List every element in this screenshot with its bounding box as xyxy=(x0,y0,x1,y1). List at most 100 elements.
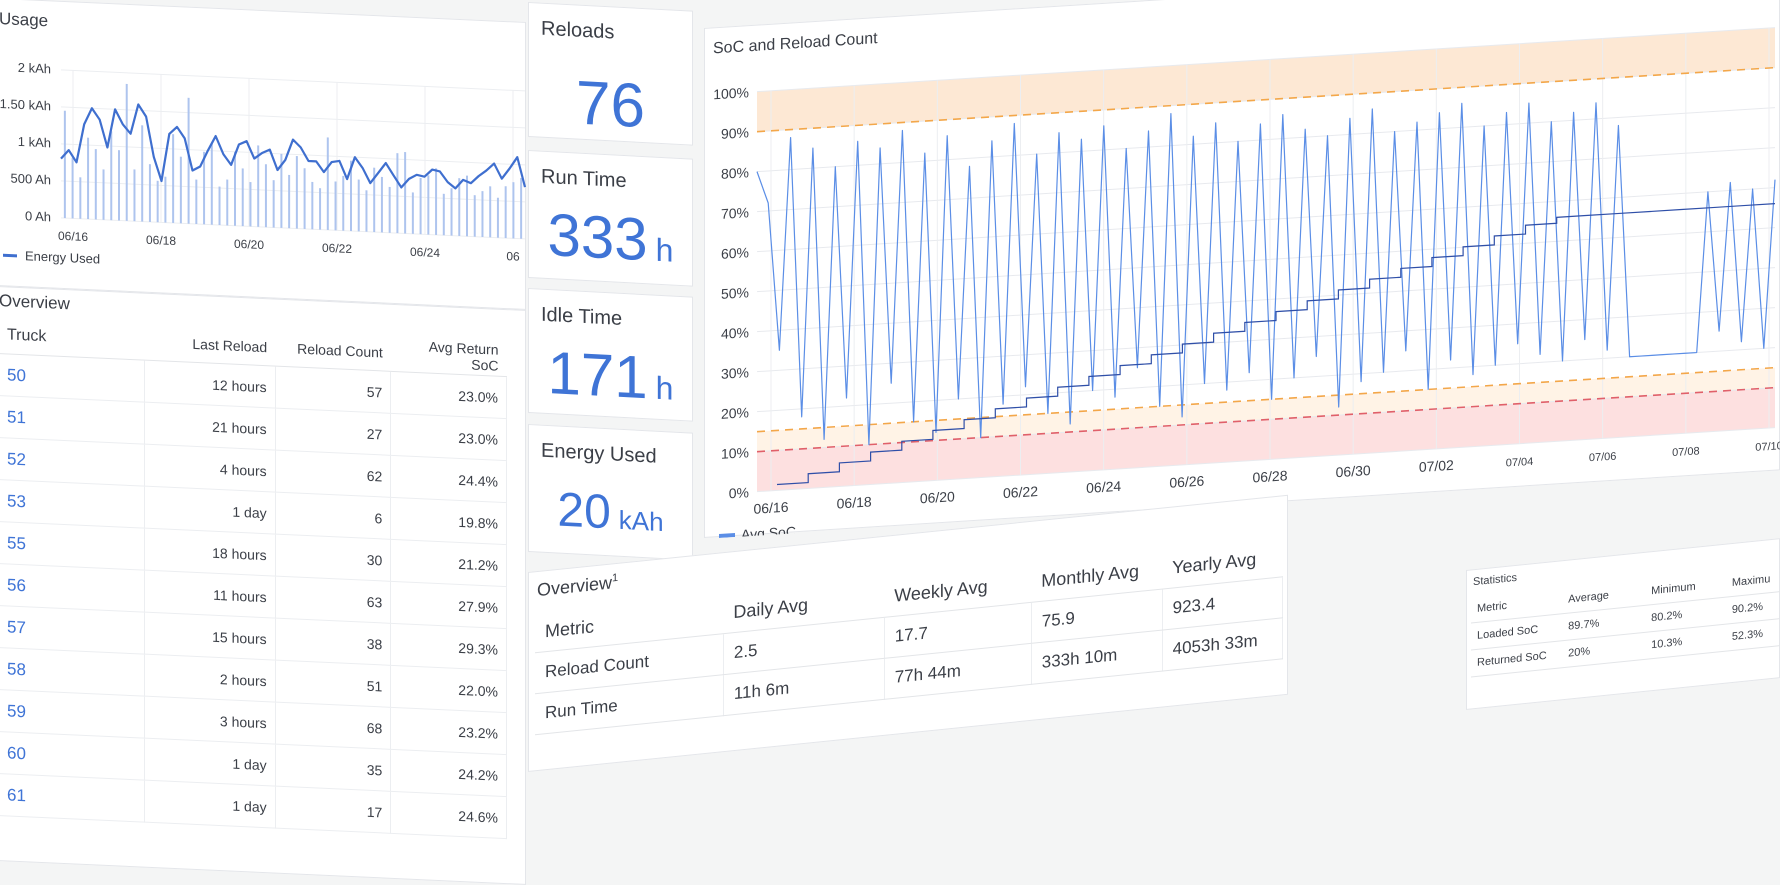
stat-maximum: 52.3% xyxy=(1725,617,1780,652)
truck-table: Truck Last Reload Reload Count Avg Retur… xyxy=(0,317,507,839)
usage-y-tick: 1.50 kAh xyxy=(0,96,51,113)
soc-y-tick: 30% xyxy=(721,364,749,382)
metrics-table: Metric Daily Avg Weekly Avg Monthly Avg … xyxy=(535,536,1283,735)
stat-energy-used-title: Energy Used xyxy=(541,439,657,468)
usage-gridline xyxy=(61,143,525,166)
stat-run-time-unit: h xyxy=(655,231,674,269)
soc-y-tick: 80% xyxy=(721,164,749,182)
truck-link[interactable]: 53 xyxy=(0,479,145,529)
soc-gridline xyxy=(757,347,1775,413)
reload-count-cell: 57 xyxy=(275,366,391,414)
usage-legend[interactable]: Energy Used xyxy=(25,248,100,266)
metrics-footnote: 1 xyxy=(612,571,619,585)
usage-panel: Usage 2 kAh 1.50 kAh 1 kAh 500 Ah 0 Ah 06/16 0… xyxy=(0,0,527,310)
soc-x-tick: 06/24 xyxy=(1086,478,1121,496)
last-reload-cell: 18 hours xyxy=(144,528,276,577)
soc-y-tick: 10% xyxy=(721,444,749,462)
usage-chart: 2 kAh 1.50 kAh 1 kAh 500 Ah 0 Ah 06/16 06/18 06… xyxy=(0,60,527,267)
soc-warn-band xyxy=(757,367,1775,452)
soc-x-tick: 07/08 xyxy=(1672,445,1700,459)
avg-return-soc-cell: 24.6% xyxy=(390,791,507,839)
truck-link[interactable]: 61 xyxy=(0,773,145,823)
truck-link[interactable]: 51 xyxy=(0,395,145,445)
soc-y-tick: 20% xyxy=(721,404,749,422)
col-last-reload[interactable]: Last Reload xyxy=(144,323,276,367)
statistics-title: Statistics xyxy=(1473,571,1518,589)
avg-return-soc-cell: 23.2% xyxy=(390,707,507,755)
soc-y-tick: 50% xyxy=(721,284,749,302)
avg-return-soc-cell: 21.2% xyxy=(390,539,507,587)
soc-x-tick: 06/26 xyxy=(1169,473,1204,491)
avg-return-soc-cell: 23.0% xyxy=(390,413,507,461)
truck-link[interactable]: 50 xyxy=(0,353,145,403)
last-reload-cell: 1 day xyxy=(144,738,276,787)
usage-line xyxy=(60,103,527,190)
stat-idle-time: Idle Time 171 h xyxy=(528,288,693,422)
soc-y-tick: 0% xyxy=(729,484,749,501)
avg-return-soc-cell: 24.2% xyxy=(390,749,507,797)
stat-reloads-title: Reloads xyxy=(541,17,615,44)
soc-y-tick: 40% xyxy=(721,324,749,342)
reload-count-cell: 17 xyxy=(275,786,391,834)
reload-count-cell: 30 xyxy=(275,534,391,582)
soc-lower-band xyxy=(757,387,1775,492)
soc-x-tick: 07/06 xyxy=(1589,451,1617,465)
avg-return-soc-cell: 24.4% xyxy=(390,455,507,503)
stat-idle-time-unit: h xyxy=(655,369,674,407)
soc-gridline xyxy=(757,187,1775,253)
truck-link[interactable]: 60 xyxy=(0,731,145,781)
soc-legend[interactable]: Avg SoC xyxy=(741,523,796,539)
soc-gridline xyxy=(757,27,1775,93)
usage-x-tick: 06/18 xyxy=(146,233,176,248)
last-reload-cell: 11 hours xyxy=(144,570,276,619)
soc-chart: 100% 90% 80% 70% 60% 50% 40% 30% 20% 10% 0%06/16 06… xyxy=(713,27,1780,539)
truck-link[interactable]: 58 xyxy=(0,647,145,697)
soc-upper-band xyxy=(757,27,1775,132)
avg-return-soc-cell: 27.9% xyxy=(390,581,507,629)
stat-idle-time-value: 171 h xyxy=(529,337,692,415)
reload-count-cell: 63 xyxy=(275,576,391,624)
usage-x-tick: 06 xyxy=(506,249,520,264)
reload-count-cell: 38 xyxy=(275,618,391,666)
soc-threshold-critical xyxy=(757,386,1775,453)
soc-gridline xyxy=(757,107,1775,173)
reload-count-line xyxy=(777,203,1775,486)
usage-gridline xyxy=(61,217,525,240)
last-reload-cell: 4 hours xyxy=(144,444,276,493)
last-reload-cell: 1 day xyxy=(144,486,276,535)
usage-gridline xyxy=(61,69,525,92)
soc-y-tick: 100% xyxy=(713,84,749,102)
truck-link[interactable]: 56 xyxy=(0,563,145,613)
stat-run-time: Run Time 333 h xyxy=(528,150,693,287)
soc-y-tick: 60% xyxy=(721,244,749,262)
soc-x-tick: 06/30 xyxy=(1336,462,1371,480)
col-reload-count[interactable]: Reload Count xyxy=(275,329,391,372)
truck-link[interactable]: 52 xyxy=(0,437,145,487)
truck-link[interactable]: 59 xyxy=(0,689,145,739)
avg-return-soc-cell: 29.3% xyxy=(390,623,507,671)
stat-run-time-value: 333 h xyxy=(529,199,692,277)
usage-x-tick: 06/16 xyxy=(58,229,88,244)
truck-link[interactable]: 55 xyxy=(0,521,145,571)
soc-x-tick: 07/02 xyxy=(1419,457,1454,475)
usage-x-tick: 06/22 xyxy=(322,241,352,256)
soc-y-tick: 70% xyxy=(721,204,749,222)
usage-y-tick: 2 kAh xyxy=(18,60,51,77)
stat-run-time-number: 333 xyxy=(547,201,648,274)
col-avg-return-soc[interactable]: Avg Return SoC xyxy=(390,334,507,377)
stat-energy-used-number: 20 xyxy=(557,483,611,540)
stat-reloads-number: 76 xyxy=(576,68,645,142)
stat-energy-used-value: 20 kAh xyxy=(529,481,692,545)
truck-overview-panel: Overview Truck Last Reload Reload Count … xyxy=(0,286,526,885)
statistics-panel: Statistics Metric Average Minimum Maximu… xyxy=(1466,538,1780,710)
soc-gridline xyxy=(757,427,1775,493)
soc-x-tick: 06/22 xyxy=(1003,483,1038,501)
last-reload-cell: 12 hours xyxy=(144,360,276,409)
stat-idle-time-number: 171 xyxy=(547,339,648,412)
stat-idle-time-title: Idle Time xyxy=(541,303,623,330)
reload-count-cell: 35 xyxy=(275,744,391,792)
usage-y-tick: 0 Ah xyxy=(25,208,51,224)
usage-y-tick: 1 kAh xyxy=(18,134,51,151)
truck-link[interactable]: 57 xyxy=(0,605,145,655)
soc-x-tick: 07/10 xyxy=(1755,440,1780,454)
